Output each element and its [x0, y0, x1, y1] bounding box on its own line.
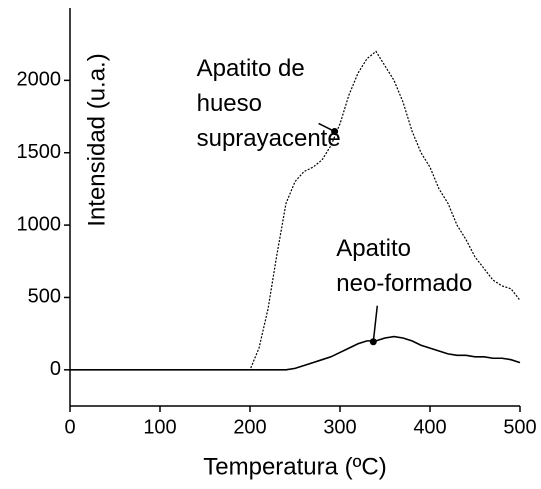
x-tick-label: 400	[413, 416, 446, 438]
x-tick-label: 0	[64, 416, 75, 438]
annotation-dot	[369, 338, 377, 346]
y-tick-label: 1500	[17, 141, 62, 163]
x-tick-label: 200	[233, 416, 266, 438]
annotation-text: Apatito	[336, 235, 411, 262]
y-axis-label: Intensidad (u.a.)	[83, 53, 110, 226]
x-tick-label: 300	[323, 416, 356, 438]
x-axis-label: Temperatura (ºC)	[203, 453, 386, 480]
x-tick-label: 500	[503, 416, 536, 438]
annotation-pointer	[372, 305, 379, 342]
series-line	[70, 335, 521, 371]
annotation-text: hueso	[197, 90, 262, 117]
x-tick-label: 100	[143, 416, 176, 438]
y-tick-label: 500	[28, 286, 61, 308]
annotation-text: neo-formado	[336, 270, 472, 297]
annotation-dot	[331, 127, 339, 135]
y-tick-label: 0	[50, 358, 61, 380]
y-tick-label: 1000	[17, 213, 62, 235]
series-line	[70, 50, 521, 371]
annotation-text: Apatito de	[197, 55, 305, 82]
annotation-text: suprayacente	[197, 125, 341, 152]
y-tick-label: 2000	[17, 69, 62, 91]
